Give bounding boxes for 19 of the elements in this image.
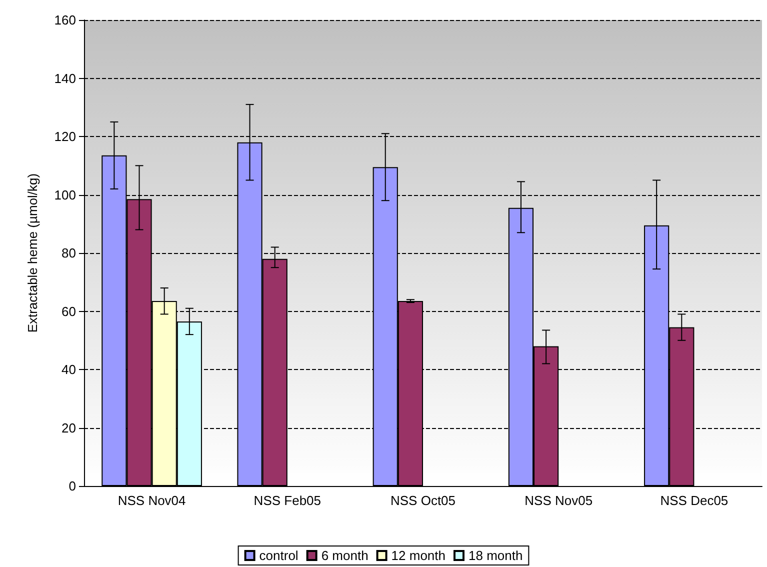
y-tick-label: 120 <box>54 129 76 144</box>
legend-label: control <box>259 548 298 563</box>
legend-label: 12 month <box>391 548 446 563</box>
y-tick-label: 100 <box>54 187 76 202</box>
y-tick-label: 40 <box>62 362 76 377</box>
legend-label: 18 month <box>468 548 523 563</box>
y-tick-label: 60 <box>62 304 76 319</box>
x-tick-label: NSS Oct05 <box>390 493 456 508</box>
y-tick-label: 20 <box>62 420 76 436</box>
y-axis-title: Extractable heme (µmol/kg) <box>25 173 40 333</box>
x-tick-label: NSS Feb05 <box>254 493 321 508</box>
y-tick-label: 80 <box>62 246 76 260</box>
y-tick-label: 140 <box>54 70 76 86</box>
legend-label: 6 month <box>321 548 368 563</box>
y-tick-label: 160 <box>54 12 76 28</box>
x-tick-label: NSS Nov04 <box>118 493 186 508</box>
x-tick-label: NSS Nov05 <box>524 493 593 508</box>
y-tick-label: 0 <box>68 478 76 494</box>
x-tick-label: NSS Dec05 <box>660 493 728 508</box>
